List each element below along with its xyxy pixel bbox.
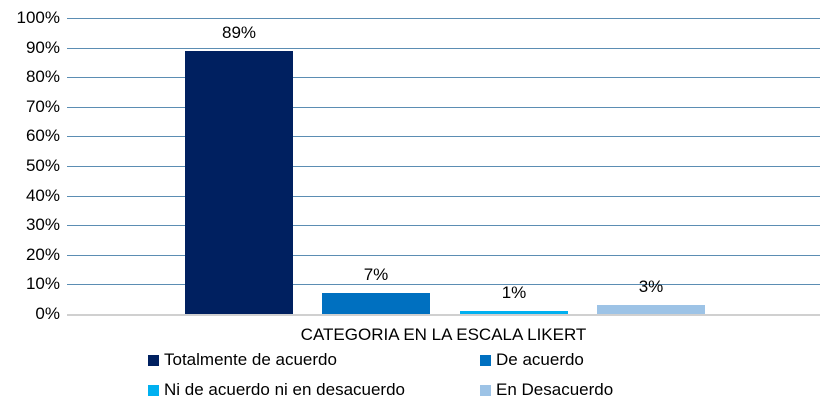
y-tick-label: 0% xyxy=(35,304,60,323)
y-tick-label: 80% xyxy=(25,67,60,86)
data-label: 1% xyxy=(501,283,527,303)
data-label: 89% xyxy=(221,22,257,42)
legend-item: De acuerdo xyxy=(480,350,584,370)
y-tick-label: 70% xyxy=(25,97,60,116)
gridline xyxy=(67,225,820,226)
legend-label: Totalmente de acuerdo xyxy=(164,350,337,369)
gridline xyxy=(67,77,820,78)
y-tick-label: 50% xyxy=(25,156,60,175)
legend-label: Ni de acuerdo ni en desacuerdo xyxy=(164,380,405,399)
bar-totalmente-de-acuerdo xyxy=(185,50,293,314)
x-axis-line xyxy=(67,314,820,316)
gridline xyxy=(67,255,820,256)
bar-de-acuerdo xyxy=(322,293,430,314)
y-tick-label: 20% xyxy=(25,245,60,264)
y-tick-label: 100% xyxy=(16,8,60,27)
y-tick-label: 10% xyxy=(25,274,60,293)
bar-ni-de-acuerdo-ni-en-desacuerdo xyxy=(460,311,568,314)
legend-item: En Desacuerdo xyxy=(480,380,613,400)
data-label: 7% xyxy=(363,265,389,285)
legend-swatch-icon xyxy=(480,354,491,366)
legend-swatch-icon xyxy=(148,384,159,396)
y-tick-label: 30% xyxy=(25,215,60,234)
x-axis-title: CATEGORIA EN LA ESCALA LIKERT xyxy=(300,325,587,344)
legend-label: De acuerdo xyxy=(496,350,584,369)
bar-en-desacuerdo xyxy=(597,305,705,314)
legend-label: En Desacuerdo xyxy=(496,380,614,399)
y-tick-label: 60% xyxy=(25,126,60,145)
y-tick-label: 40% xyxy=(25,186,60,205)
legend-item: Totalmente de acuerdo xyxy=(148,350,337,370)
legend-swatch-icon xyxy=(480,384,491,396)
gridline xyxy=(67,284,820,285)
y-tick-label: 90% xyxy=(25,38,60,57)
gridline xyxy=(67,196,820,197)
gridline xyxy=(67,166,820,167)
gridline xyxy=(67,136,820,137)
legend-swatch-icon xyxy=(148,354,159,366)
data-label: 3% xyxy=(638,277,664,297)
gridline xyxy=(67,107,820,108)
gridline xyxy=(67,48,820,49)
legend-item: Ni de acuerdo ni en desacuerdo xyxy=(148,380,405,400)
gridline xyxy=(67,18,820,19)
